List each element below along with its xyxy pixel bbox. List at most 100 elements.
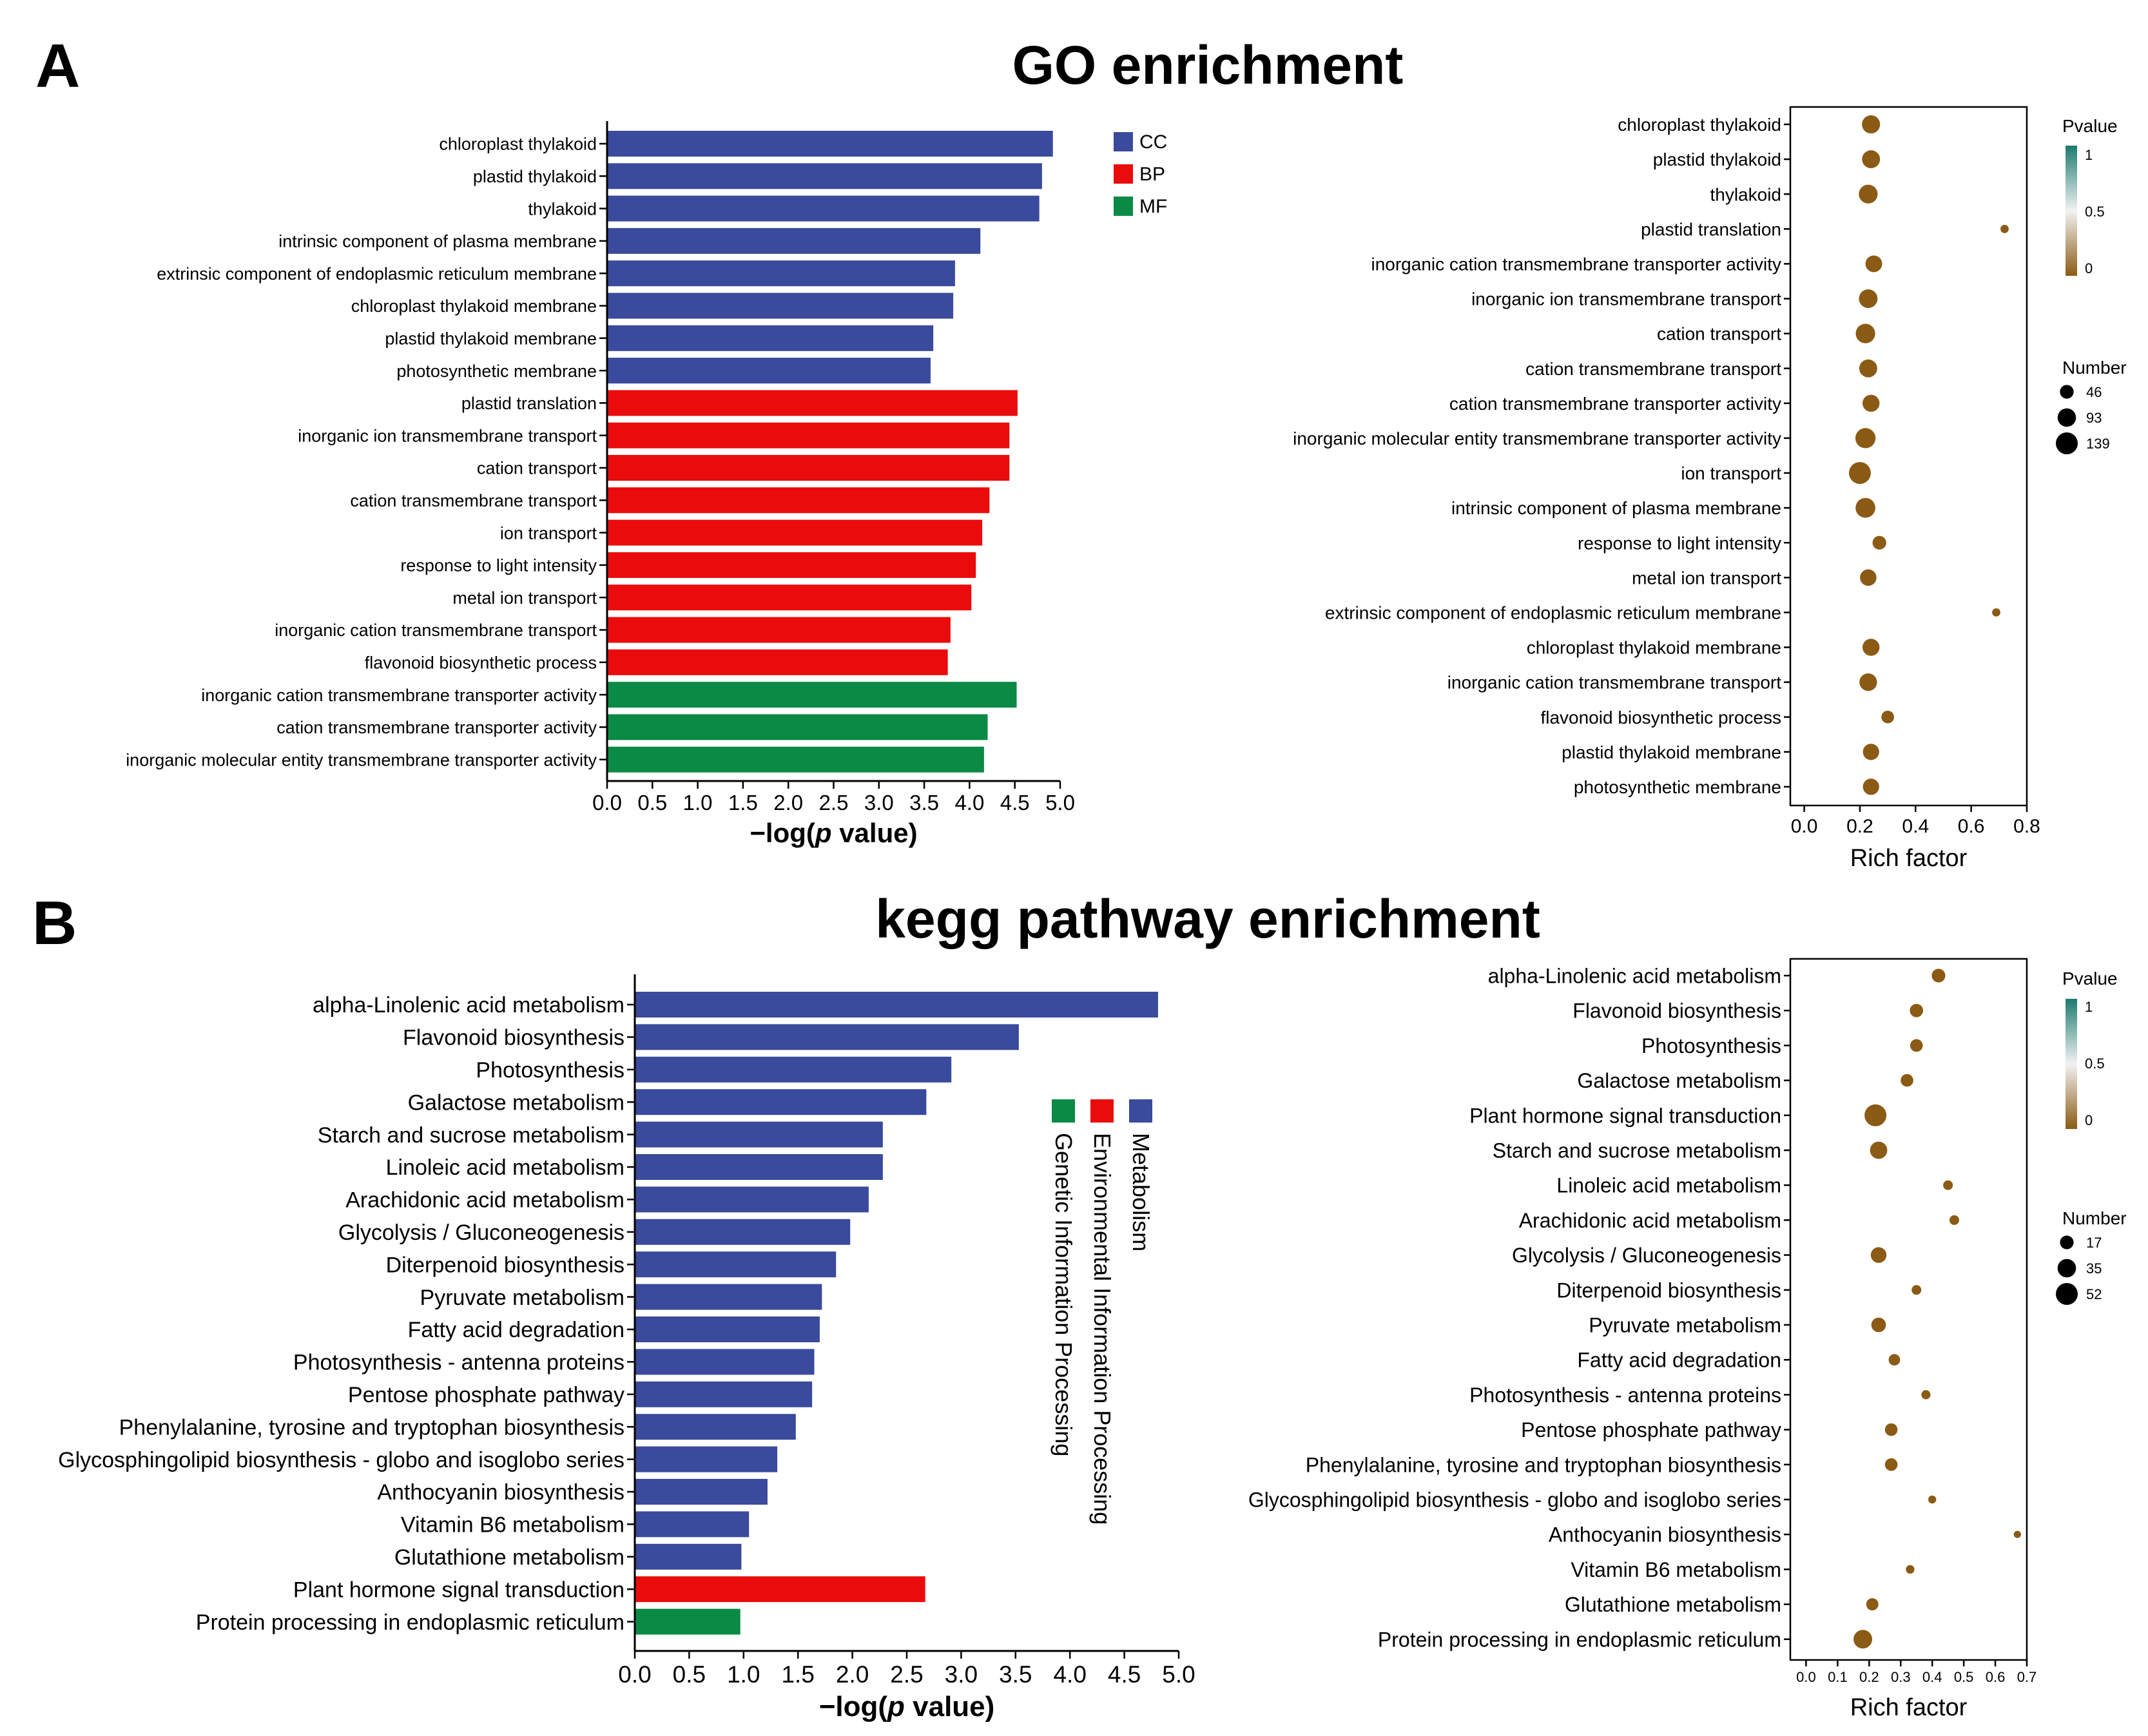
y-tick-label: intrinsic component of plasma membrane <box>1451 498 1781 518</box>
y-tick-label: chloroplast thylakoid membrane <box>1527 638 1781 658</box>
bar <box>635 1446 778 1472</box>
legend-swatch-metabolism <box>1129 1099 1152 1123</box>
bar <box>608 455 1010 481</box>
bubble-point <box>1853 1630 1873 1649</box>
bubble-point <box>1931 969 1946 983</box>
bar <box>635 1543 742 1570</box>
y-tick-label: Starch and sucrose metabolism <box>1493 1139 1781 1162</box>
x-tick-label: 0.4 <box>1902 816 1929 837</box>
y-tick-label: Protein processing in endoplasmic reticu… <box>1378 1628 1781 1651</box>
bar <box>608 131 1053 157</box>
bubble-point <box>1848 462 1871 484</box>
y-tick-label: ion transport <box>500 523 597 543</box>
bubble-point <box>1921 1390 1931 1400</box>
y-tick-label: inorganic cation transmembrane transport… <box>1371 254 1781 274</box>
y-tick-label: cation transport <box>477 459 597 478</box>
y-tick-label: inorganic ion transmembrane transport <box>1471 289 1781 309</box>
x-tick-label: 0.0 <box>1791 816 1818 837</box>
bubble-point <box>1992 608 2000 617</box>
bubble-point <box>1865 255 1882 273</box>
x-tick-label: 4.5 <box>1000 791 1030 815</box>
legend-label-genetic: Genetic Information Processing <box>1050 1133 1077 1456</box>
x-tick-label: 2.0 <box>773 791 803 815</box>
bar <box>635 1511 750 1538</box>
bubble-point <box>1881 710 1894 724</box>
size-legend-dot <box>2056 432 2078 454</box>
y-tick-label: Galactose metabolism <box>1577 1069 1781 1092</box>
bubble-point <box>1906 1565 1915 1574</box>
y-tick-label: inorganic molecular entity transmembrane… <box>1293 429 1781 448</box>
y-tick-label: cation transport <box>1657 324 1781 344</box>
x-axis-label: −log(p value) <box>750 818 917 848</box>
y-tick-label: Flavonoid biosynthesis <box>1572 999 1781 1023</box>
x-tick-label: 0.7 <box>2017 1669 2037 1685</box>
x-tick-label: 1.0 <box>727 1661 760 1688</box>
panel-b-letter: B <box>32 889 77 958</box>
bubble-point <box>1871 1317 1886 1333</box>
y-tick-label: Linoleic acid metabolism <box>386 1155 624 1180</box>
legend-label-cc: CC <box>1139 131 1167 153</box>
y-tick-label: inorganic cation transmembrane transport <box>275 621 597 640</box>
y-tick-label: Photosynthesis - antenna proteins <box>1469 1384 1781 1407</box>
bubble-point <box>1862 150 1881 169</box>
y-tick-label: Pentose phosphate pathway <box>348 1383 624 1407</box>
y-tick-label: Anthocyanin biosynthesis <box>377 1480 624 1505</box>
x-tick-label: 0.5 <box>673 1661 706 1688</box>
y-tick-label: Vitamin B6 metabolism <box>401 1513 624 1538</box>
y-tick-label: thylakoid <box>1710 184 1781 204</box>
bubble-point <box>1859 673 1877 691</box>
y-tick-label: Diterpenoid biosynthesis <box>1556 1278 1781 1302</box>
bubble-point <box>1859 184 1878 204</box>
legend-title-number: Number <box>2062 358 2127 378</box>
bubble-point <box>1855 497 1875 518</box>
y-tick-label: intrinsic component of plasma membrane <box>278 232 597 251</box>
pvalue-tick: 0 <box>2085 1112 2093 1128</box>
size-legend-label: 35 <box>2086 1260 2102 1277</box>
bar <box>608 227 981 254</box>
pvalue-gradient-bar <box>2066 146 2077 276</box>
kegg-bubble-chart: alpha-Linolenic acid metabolism Flavonoid… <box>1248 958 2037 1721</box>
y-tick-label: plastid thylakoid membrane <box>1562 742 1781 762</box>
legend-swatch-mf <box>1114 197 1133 216</box>
go-bubble-chart: chloroplast thylakoid plastid thylakoid th… <box>1293 106 2040 872</box>
y-tick-label: inorganic ion transmembrane transport <box>298 426 597 445</box>
size-legend-label: 17 <box>2086 1235 2102 1251</box>
bar <box>635 1089 927 1115</box>
bubble-point <box>1910 1003 1924 1017</box>
plot-frame <box>1789 958 2028 1661</box>
bubble-point <box>1863 778 1879 795</box>
bar <box>608 584 972 611</box>
y-tick-label: cation transmembrane transport <box>350 491 597 510</box>
y-tick-label: Diterpenoid biosynthesis <box>386 1253 624 1277</box>
bar <box>608 163 1042 189</box>
y-tick-label: Protein processing in endoplasmic reticu… <box>196 1610 624 1635</box>
kegg-bar-chart: alpha-Linolenic acid metabolism Flavonoid… <box>58 974 1195 1722</box>
bubble-point <box>1864 1104 1887 1126</box>
x-tick-label: 0.1 <box>1828 1669 1848 1685</box>
bubble-point <box>1855 428 1876 448</box>
bubble-point <box>1860 569 1877 586</box>
bar <box>635 1381 813 1407</box>
bar <box>608 714 988 740</box>
y-tick-label: Pyruvate metabolism <box>420 1286 624 1310</box>
x-tick-label: 4.0 <box>954 791 984 815</box>
x-tick-label: 2.0 <box>836 1661 869 1688</box>
y-tick-label: Plant hormone signal transduction <box>293 1577 624 1602</box>
y-tick-label: plastid translation <box>461 394 597 413</box>
y-tick-label: extrinsic component of endoplasmic retic… <box>157 264 597 284</box>
pvalue-tick: 0.5 <box>2085 204 2105 220</box>
legend-label-mf: MF <box>1139 196 1167 217</box>
y-tick-label: flavonoid biosynthetic process <box>1540 708 1781 728</box>
panel-a-title: GO enrichment <box>1012 35 1404 95</box>
bar <box>635 1349 815 1375</box>
x-tick-label: 0.6 <box>1986 1669 2006 1685</box>
y-tick-label: alpha-Linolenic acid metabolism <box>1488 965 1781 988</box>
size-legend-label: 46 <box>2086 384 2102 400</box>
bar <box>635 1414 796 1440</box>
y-tick-label: flavonoid biosynthetic process <box>365 653 597 673</box>
bubble-point <box>1910 1039 1923 1052</box>
pvalue-gradient-bar <box>2066 999 2077 1129</box>
y-tick-label: Plant hormone signal transduction <box>1469 1104 1781 1127</box>
size-legend-label: 93 <box>2086 410 2102 426</box>
